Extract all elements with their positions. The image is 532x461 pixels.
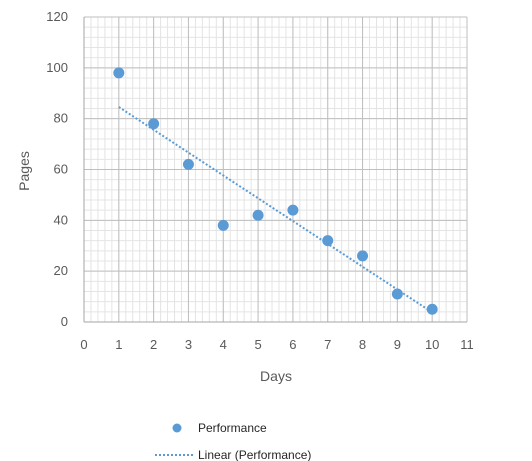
x-tick-label: 3 xyxy=(185,337,192,352)
y-axis-tick-labels: 0 20 40 60 80 100 120 xyxy=(46,9,68,329)
x-tick-label: 0 xyxy=(80,337,87,352)
y-tick-label: 80 xyxy=(54,111,68,126)
x-tick-label: 9 xyxy=(394,337,401,352)
legend-label-performance: Performance xyxy=(198,421,267,435)
y-tick-label: 20 xyxy=(54,263,68,278)
data-point xyxy=(182,158,194,170)
x-tick-label: 8 xyxy=(359,337,366,352)
axes xyxy=(83,17,467,323)
x-tick-label: 1 xyxy=(115,337,122,352)
data-point xyxy=(217,219,229,231)
y-tick-label: 100 xyxy=(46,60,68,75)
data-point xyxy=(252,209,264,221)
x-axis-title: Days xyxy=(260,368,292,384)
legend-label-linear: Linear (Performance) xyxy=(198,448,311,461)
y-tick-label: 0 xyxy=(61,314,68,329)
data-point xyxy=(357,250,369,262)
legend: Performance Linear (Performance) xyxy=(155,421,311,461)
y-axis-title: Pages xyxy=(16,151,32,191)
data-point xyxy=(391,288,403,300)
data-point xyxy=(322,235,334,247)
x-tick-label: 6 xyxy=(289,337,296,352)
x-tick-label: 2 xyxy=(150,337,157,352)
data-point xyxy=(287,204,299,216)
y-tick-label: 60 xyxy=(54,162,68,177)
trendline-linear-performance xyxy=(118,106,433,314)
trendline xyxy=(118,106,433,314)
x-tick-label: 4 xyxy=(220,337,227,352)
y-tick-label: 40 xyxy=(54,212,68,227)
x-tick-label: 7 xyxy=(324,337,331,352)
data-point xyxy=(426,303,438,315)
major-gridlines xyxy=(83,16,468,323)
legend-marker-performance xyxy=(172,423,182,433)
x-tick-label: 11 xyxy=(460,337,474,352)
x-tick-label: 5 xyxy=(254,337,261,352)
data-point xyxy=(148,118,160,130)
data-point xyxy=(113,67,125,79)
y-tick-label: 120 xyxy=(46,9,68,24)
x-axis-tick-labels: 0 1 2 3 4 5 6 7 8 9 10 11 xyxy=(80,337,473,352)
x-tick-label: 10 xyxy=(425,337,439,352)
data-points xyxy=(113,67,438,315)
